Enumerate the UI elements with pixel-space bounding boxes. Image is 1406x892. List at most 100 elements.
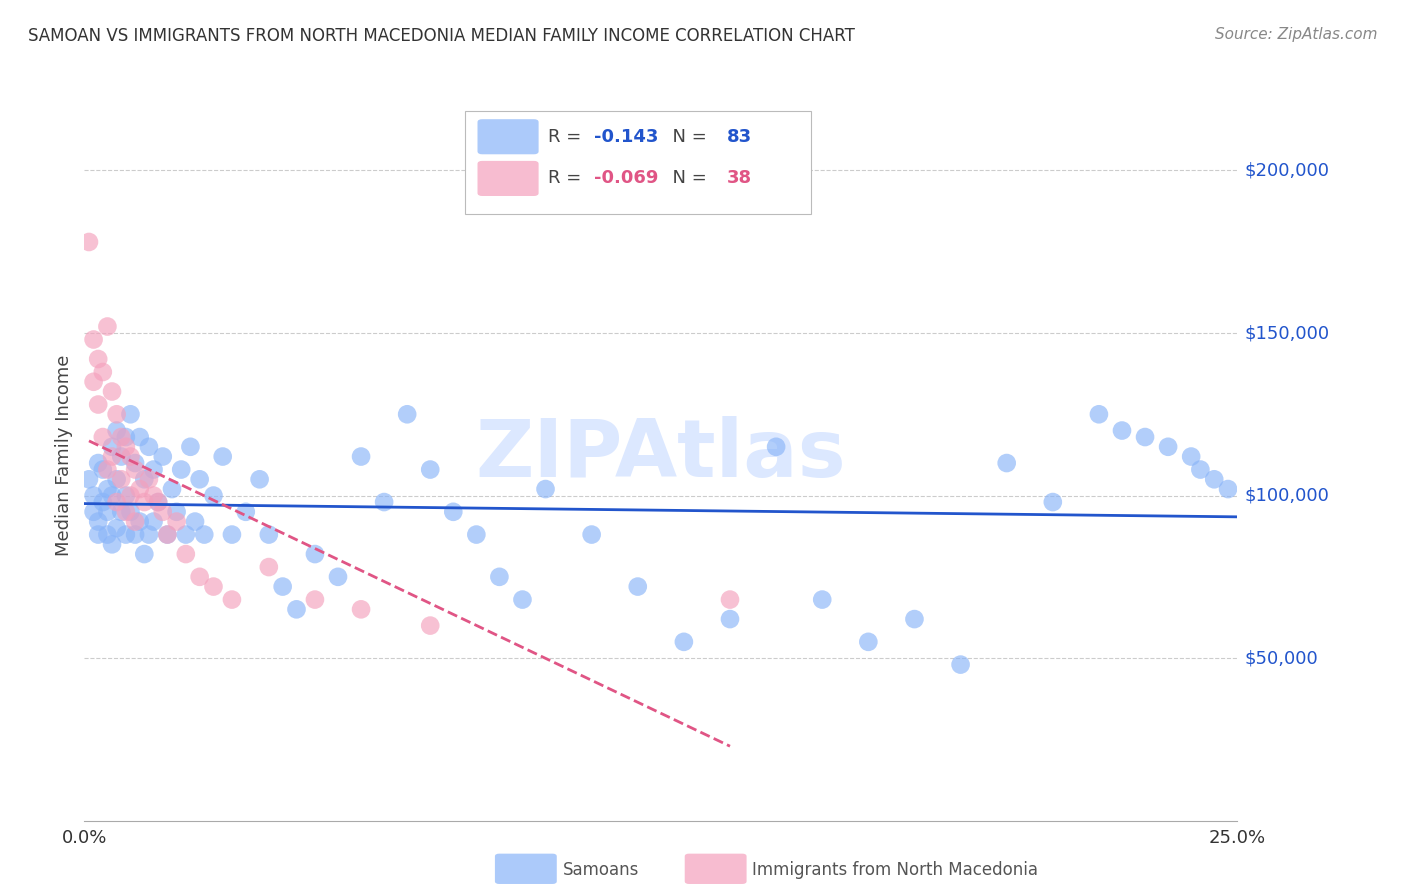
- Point: [83, 333, 105, 347]
- Point: [96, 482, 118, 496]
- Point: [373, 495, 395, 509]
- Point: [257, 527, 280, 541]
- Point: [152, 505, 174, 519]
- Point: [105, 472, 128, 486]
- Point: [441, 505, 464, 519]
- Point: [142, 489, 165, 503]
- Point: [134, 495, 156, 509]
- Point: [304, 592, 326, 607]
- Point: [765, 440, 787, 454]
- Point: [120, 505, 142, 519]
- Point: [419, 618, 441, 632]
- Text: N =: N =: [661, 169, 713, 187]
- Text: -0.069: -0.069: [593, 169, 658, 187]
- Point: [1088, 407, 1111, 421]
- Point: [811, 592, 834, 607]
- Point: [221, 527, 243, 541]
- Point: [83, 505, 105, 519]
- Point: [120, 489, 142, 503]
- Point: [87, 515, 110, 529]
- Point: [1111, 424, 1133, 438]
- Point: [115, 440, 138, 454]
- Point: [184, 515, 207, 529]
- Text: $200,000: $200,000: [1244, 161, 1329, 179]
- Point: [142, 515, 165, 529]
- Point: [160, 482, 183, 496]
- Text: Immigrants from North Macedonia: Immigrants from North Macedonia: [752, 861, 1038, 879]
- Point: [101, 384, 124, 399]
- Text: -0.143: -0.143: [593, 128, 658, 145]
- Point: [142, 462, 165, 476]
- Point: [105, 407, 128, 421]
- Point: [1216, 482, 1239, 496]
- Text: $100,000: $100,000: [1244, 486, 1329, 505]
- Point: [718, 612, 741, 626]
- Point: [488, 570, 510, 584]
- Text: SAMOAN VS IMMIGRANTS FROM NORTH MACEDONIA MEDIAN FAMILY INCOME CORRELATION CHART: SAMOAN VS IMMIGRANTS FROM NORTH MACEDONI…: [28, 27, 855, 45]
- Point: [146, 495, 169, 509]
- Point: [124, 462, 146, 476]
- Point: [101, 450, 124, 464]
- Point: [115, 527, 138, 541]
- Point: [77, 472, 100, 486]
- Point: [271, 580, 294, 594]
- Point: [1189, 462, 1212, 476]
- Point: [211, 450, 233, 464]
- Point: [1180, 450, 1202, 464]
- Point: [115, 505, 138, 519]
- Point: [179, 440, 201, 454]
- Point: [96, 505, 118, 519]
- Point: [120, 407, 142, 421]
- Text: R =: R =: [548, 169, 586, 187]
- Point: [91, 462, 114, 476]
- Point: [156, 527, 179, 541]
- Point: [124, 456, 146, 470]
- Point: [87, 527, 110, 541]
- Point: [174, 547, 197, 561]
- Point: [1042, 495, 1064, 509]
- Point: [419, 462, 441, 476]
- Point: [110, 450, 132, 464]
- Point: [91, 430, 114, 444]
- Point: [124, 515, 146, 529]
- FancyBboxPatch shape: [465, 112, 811, 213]
- Point: [166, 515, 188, 529]
- Point: [128, 430, 150, 444]
- Point: [166, 505, 188, 519]
- Point: [170, 462, 193, 476]
- Point: [115, 489, 138, 503]
- Point: [581, 527, 603, 541]
- Point: [134, 547, 156, 561]
- Text: Source: ZipAtlas.com: Source: ZipAtlas.com: [1215, 27, 1378, 42]
- Point: [465, 527, 488, 541]
- Point: [350, 450, 373, 464]
- Point: [152, 450, 174, 464]
- Point: [304, 547, 326, 561]
- FancyBboxPatch shape: [478, 161, 538, 196]
- Point: [120, 450, 142, 464]
- Point: [903, 612, 925, 626]
- Text: $150,000: $150,000: [1244, 324, 1330, 342]
- Text: 38: 38: [727, 169, 752, 187]
- Point: [138, 527, 160, 541]
- Point: [858, 635, 880, 649]
- Y-axis label: Median Family Income: Median Family Income: [55, 354, 73, 556]
- Point: [128, 515, 150, 529]
- Point: [350, 602, 373, 616]
- Text: Samoans: Samoans: [562, 861, 638, 879]
- Point: [202, 489, 225, 503]
- Point: [110, 430, 132, 444]
- Point: [627, 580, 650, 594]
- Point: [101, 537, 124, 551]
- Point: [101, 489, 124, 503]
- Point: [326, 570, 349, 584]
- Point: [174, 527, 197, 541]
- Point: [96, 462, 118, 476]
- Text: $50,000: $50,000: [1244, 649, 1317, 667]
- Point: [249, 472, 271, 486]
- Point: [534, 482, 557, 496]
- Point: [396, 407, 419, 421]
- Point: [105, 424, 128, 438]
- Point: [101, 440, 124, 454]
- Point: [1133, 430, 1156, 444]
